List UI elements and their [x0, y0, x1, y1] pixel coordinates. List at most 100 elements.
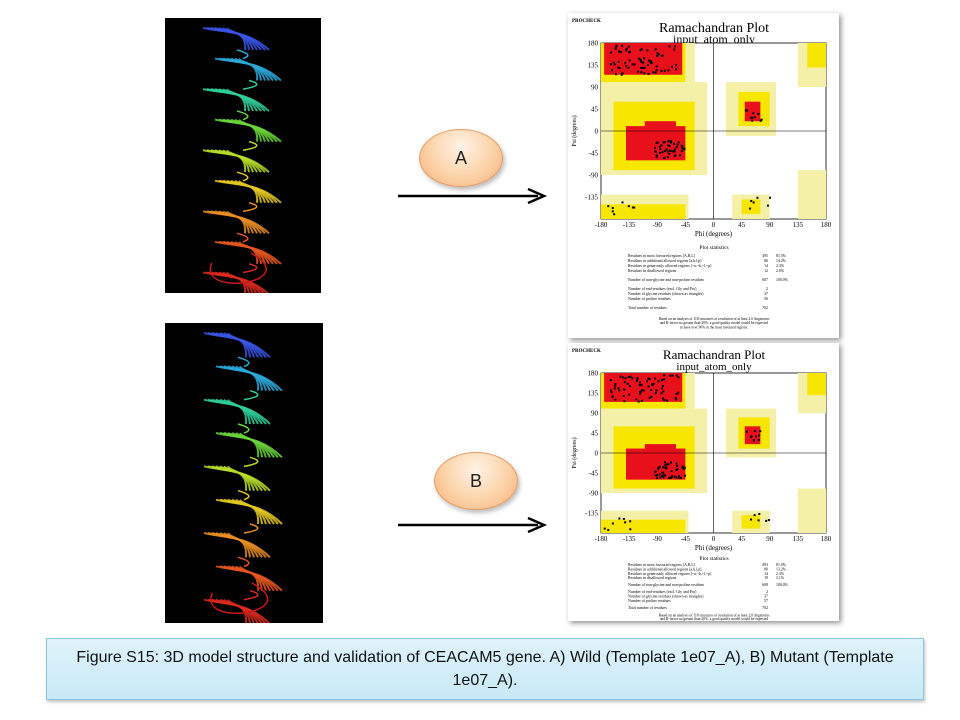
residue-point — [651, 384, 654, 387]
residue-point — [643, 66, 646, 69]
residue-point — [650, 389, 653, 392]
residue-point — [670, 66, 673, 69]
residue-point — [655, 65, 658, 68]
y-tick-label: 0 — [595, 128, 599, 136]
residue-point — [635, 379, 638, 382]
stats-label: Total number of residues — [628, 306, 667, 310]
stats-count: 37 — [764, 292, 768, 296]
residue-point — [643, 72, 646, 75]
residue-point — [627, 66, 630, 69]
residue-point — [655, 389, 658, 392]
stats-percent: 2.3% — [776, 264, 785, 268]
y-tick-label: -90 — [589, 490, 599, 498]
ribbon-tail — [209, 252, 267, 284]
residue-point — [662, 474, 665, 477]
ribbon-loop — [242, 140, 258, 151]
residue-point — [676, 464, 679, 467]
residue-point — [655, 154, 658, 157]
residue-point — [668, 145, 671, 148]
x-tick-label: -180 — [595, 535, 608, 543]
ribbon-loop — [237, 356, 250, 368]
residue-point — [663, 69, 666, 72]
residue-point — [609, 63, 612, 66]
residue-point — [662, 397, 665, 400]
stats-label: Residues in generously allowed regions [… — [628, 572, 711, 577]
residue-point — [617, 50, 620, 53]
residue-point — [758, 434, 761, 437]
residue-point — [657, 380, 660, 383]
residue-point — [673, 475, 676, 478]
ribbon-loop — [243, 456, 259, 468]
residue-point — [625, 49, 628, 52]
ribbon-loop — [237, 556, 250, 568]
residue-point — [766, 204, 769, 207]
residue-point — [624, 62, 627, 65]
residue-point — [757, 519, 760, 522]
stats-count: 2 — [766, 590, 768, 594]
residue-point — [609, 379, 612, 382]
residue-point — [640, 71, 643, 74]
stats-count: 495 — [762, 254, 768, 258]
ribbon-strand — [207, 398, 267, 425]
residue-point — [760, 118, 763, 121]
residue-point — [671, 150, 674, 153]
residue-point — [675, 374, 678, 377]
ribbon-strand — [227, 399, 248, 425]
residue-point — [654, 474, 657, 477]
residue-point — [614, 47, 617, 50]
stats-percent: 100.0% — [776, 278, 789, 282]
residue-point — [646, 380, 649, 383]
ribbon-loop — [242, 202, 258, 213]
residue-point — [663, 156, 666, 159]
residue-point — [603, 527, 606, 530]
residue-point — [665, 148, 668, 151]
residue-point — [623, 381, 626, 384]
residue-point — [753, 429, 756, 432]
residue-point — [661, 385, 664, 388]
residue-point — [622, 395, 625, 398]
residue-point — [621, 44, 624, 47]
residue-point — [679, 476, 682, 479]
residue-point — [660, 144, 663, 147]
residue-point — [618, 67, 621, 70]
region-favoured — [744, 426, 761, 445]
residue-point — [668, 45, 671, 48]
residue-point — [617, 60, 620, 63]
x-tick-label: -90 — [653, 221, 663, 229]
residue-point — [620, 73, 623, 76]
residue-point — [744, 109, 747, 112]
protein-structure-wild — [165, 18, 321, 293]
y-tick-label: -90 — [589, 172, 599, 180]
residue-point — [610, 391, 613, 394]
ramachandran-plot-svg-a: PROCHECK Ramachandran Plotinput_atom_only… — [571, 19, 832, 329]
stats-count: 608 — [762, 583, 768, 587]
residue-point — [618, 517, 621, 520]
residue-point — [682, 467, 685, 470]
residue-point — [656, 141, 659, 144]
ribbon-strand — [226, 149, 247, 173]
residue-point — [663, 399, 666, 402]
residue-point — [648, 396, 651, 399]
y-tick-label: 45 — [591, 106, 599, 114]
x-tick-label: 45 — [738, 535, 746, 543]
stats-percent: 14.2% — [776, 259, 787, 263]
residue-point — [666, 399, 669, 402]
residue-point — [668, 152, 671, 155]
region-allowed — [741, 199, 761, 215]
residue-point — [651, 383, 654, 386]
residue-point — [674, 154, 677, 157]
residue-point — [633, 63, 636, 66]
residue-point — [642, 389, 645, 392]
residue-point — [625, 65, 628, 68]
residue-point — [765, 519, 768, 522]
residue-point — [757, 439, 760, 442]
residue-point — [647, 385, 650, 388]
residue-point — [607, 528, 610, 531]
residue-point — [627, 45, 630, 48]
stats-label: Number of proline residues — [628, 297, 671, 301]
residue-point — [670, 139, 673, 142]
ribbon-strand — [219, 498, 279, 525]
residue-point — [681, 466, 684, 469]
stats-percent: 2.0% — [776, 269, 785, 273]
ribbon-strand — [238, 180, 259, 203]
